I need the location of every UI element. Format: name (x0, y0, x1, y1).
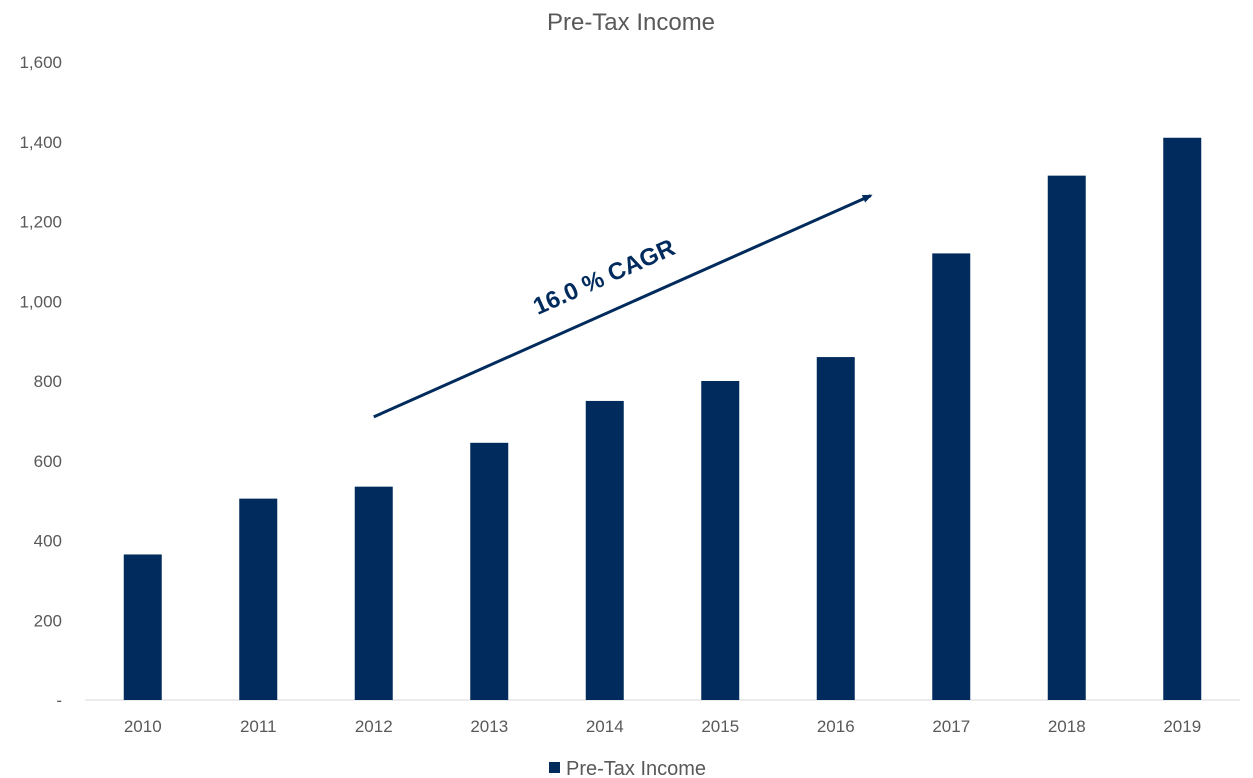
bar-2011 (239, 498, 278, 700)
bar-2012 (354, 486, 393, 700)
x-axis: 2010 2011 2012 2013 2014 2015 2016 2017 2018 2019 (124, 717, 1201, 736)
y-tick-label: 1,400 (19, 133, 62, 152)
x-tick-label: 2010 (124, 717, 162, 736)
cagr-annotation: 16.0 % CAGR (373, 194, 873, 419)
chart-title: Pre-Tax Income (547, 9, 715, 36)
x-tick-label: 2018 (1048, 717, 1086, 736)
bar-2015 (701, 381, 740, 700)
legend: Pre-Tax Income (549, 758, 706, 778)
cagr-arrow (373, 194, 873, 419)
legend-label: Pre-Tax Income (566, 758, 706, 778)
y-tick-label: 1,000 (19, 292, 62, 311)
x-tick-label: 2014 (586, 717, 624, 736)
x-tick-label: 2015 (701, 717, 739, 736)
x-tick-label: 2019 (1163, 717, 1201, 736)
y-tick-label: 800 (34, 372, 62, 391)
y-tick-label: 200 (34, 611, 62, 630)
x-tick-label: 2017 (932, 717, 970, 736)
x-tick-label: 2013 (470, 717, 508, 736)
bar-2016 (816, 357, 855, 700)
bar-2017 (932, 253, 971, 700)
y-tick-label: - (56, 691, 62, 710)
x-tick-label: 2016 (817, 717, 855, 736)
y-tick-label: 400 (34, 532, 62, 551)
bar-2019 (1163, 137, 1202, 700)
bar-2010 (123, 554, 162, 700)
legend-swatch (549, 762, 560, 773)
bar-2013 (470, 442, 509, 700)
bar-2018 (1047, 175, 1086, 701)
y-tick-label: 1,200 (19, 213, 62, 232)
bars (123, 137, 1202, 701)
x-tick-label: 2012 (355, 717, 393, 736)
bar-2014 (585, 400, 624, 700)
y-tick-label: 600 (34, 452, 62, 471)
cagr-label: 16.0 % CAGR (529, 234, 679, 321)
x-tick-label: 2011 (240, 717, 277, 736)
y-tick-label: 1,600 (19, 53, 62, 72)
y-axis: - 200 400 600 800 1,000 1,200 1,400 1,600 (19, 53, 62, 710)
